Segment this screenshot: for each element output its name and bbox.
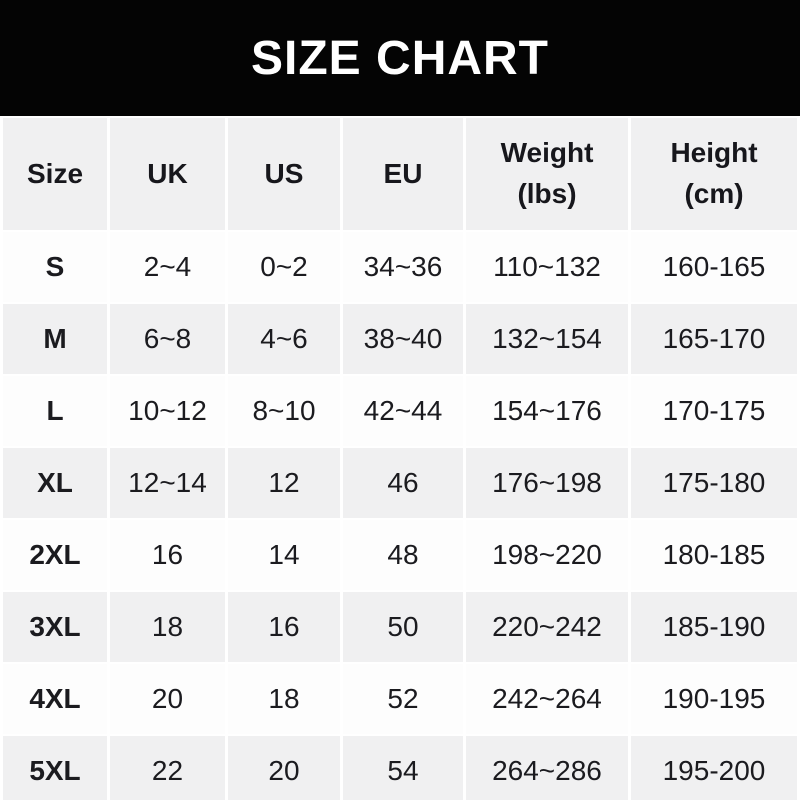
table-cell: 190-195 [631, 664, 797, 734]
table-cell: 170-175 [631, 376, 797, 446]
table-cell: 132~154 [466, 304, 628, 374]
table-cell: 195-200 [631, 736, 797, 800]
table-cell: 264~286 [466, 736, 628, 800]
row-label: 2XL [3, 520, 107, 590]
banner: SIZE CHART [0, 0, 800, 116]
table-cell: 242~264 [466, 664, 628, 734]
table-cell: 4~6 [228, 304, 340, 374]
table-cell: 46 [343, 448, 463, 518]
column-header-us: US [228, 118, 340, 230]
table-cell: 16 [228, 592, 340, 662]
table-cell: 52 [343, 664, 463, 734]
table-row-2xl: 2XL 16 14 48 198~220 180-185 [3, 520, 797, 590]
column-header-size: Size [3, 118, 107, 230]
row-label: L [3, 376, 107, 446]
table-cell: 18 [110, 592, 225, 662]
table-cell: 154~176 [466, 376, 628, 446]
table-row-m: M 6~8 4~6 38~40 132~154 165-170 [3, 304, 797, 374]
table-cell: 160-165 [631, 232, 797, 302]
column-header-height: Height (cm) [631, 118, 797, 230]
table-cell: 12 [228, 448, 340, 518]
table-cell: 0~2 [228, 232, 340, 302]
table-cell: 10~12 [110, 376, 225, 446]
table-cell: 180-185 [631, 520, 797, 590]
table-cell: 42~44 [343, 376, 463, 446]
table-cell: 185-190 [631, 592, 797, 662]
table-row-5xl: 5XL 22 20 54 264~286 195-200 [3, 736, 797, 800]
table-cell: 220~242 [466, 592, 628, 662]
table-cell: 165-170 [631, 304, 797, 374]
page-title: SIZE CHART [251, 31, 549, 85]
table-cell: 22 [110, 736, 225, 800]
row-label: M [3, 304, 107, 374]
table-cell: 20 [110, 664, 225, 734]
table-cell: 14 [228, 520, 340, 590]
table-cell: 34~36 [343, 232, 463, 302]
table-cell: 48 [343, 520, 463, 590]
row-label: S [3, 232, 107, 302]
table-cell: 198~220 [466, 520, 628, 590]
row-label: 5XL [3, 736, 107, 800]
table-cell: 176~198 [466, 448, 628, 518]
table-row-s: S 2~4 0~2 34~36 110~132 160-165 [3, 232, 797, 302]
table-header-row: Size UK US EU Weight (lbs) Height (cm) [3, 118, 797, 230]
table-row-4xl: 4XL 20 18 52 242~264 190-195 [3, 664, 797, 734]
table-cell: 38~40 [343, 304, 463, 374]
table-cell: 12~14 [110, 448, 225, 518]
table-cell: 18 [228, 664, 340, 734]
table-cell: 2~4 [110, 232, 225, 302]
table-cell: 110~132 [466, 232, 628, 302]
table-row-xl: XL 12~14 12 46 176~198 175-180 [3, 448, 797, 518]
table-row-3xl: 3XL 18 16 50 220~242 185-190 [3, 592, 797, 662]
table-cell: 175-180 [631, 448, 797, 518]
row-label: 3XL [3, 592, 107, 662]
row-label: 4XL [3, 664, 107, 734]
table-row-l: L 10~12 8~10 42~44 154~176 170-175 [3, 376, 797, 446]
size-chart-table: Size UK US EU Weight (lbs) Height (cm) S… [0, 116, 800, 800]
table-cell: 20 [228, 736, 340, 800]
table-cell: 16 [110, 520, 225, 590]
table-cell: 54 [343, 736, 463, 800]
column-header-uk: UK [110, 118, 225, 230]
column-header-eu: EU [343, 118, 463, 230]
table-cell: 8~10 [228, 376, 340, 446]
table-cell: 6~8 [110, 304, 225, 374]
column-header-weight: Weight (lbs) [466, 118, 628, 230]
table-cell: 50 [343, 592, 463, 662]
row-label: XL [3, 448, 107, 518]
